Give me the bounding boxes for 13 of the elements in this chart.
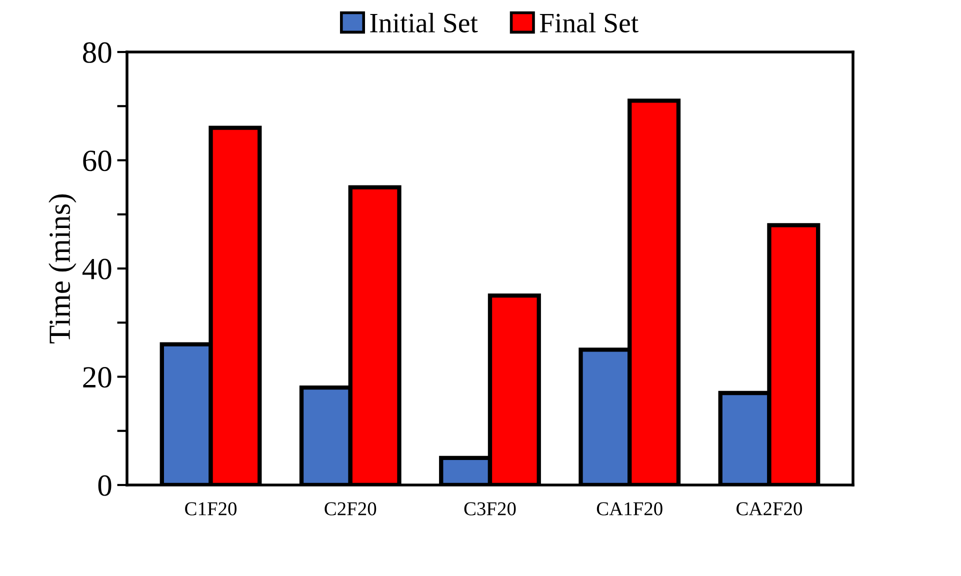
y-axis-title: Time (mins) <box>48 194 76 344</box>
legend-label: Final Set <box>540 12 638 32</box>
y-tick-label: 20 <box>83 367 112 388</box>
x-tick-label: CA2F20 <box>736 502 802 516</box>
legend-label: Initial Set <box>370 12 478 32</box>
y-tick-label: 60 <box>83 150 112 172</box>
x-tick-label: C2F20 <box>324 502 376 516</box>
y-tick-label: 80 <box>83 42 112 63</box>
x-tick-label: C1F20 <box>185 502 237 516</box>
x-tick-label: CA1F20 <box>596 502 662 516</box>
y-tick-label: 40 <box>82 258 112 280</box>
y-tick-label: 0 <box>98 475 112 496</box>
x-tick-label: C3F20 <box>464 502 516 516</box>
